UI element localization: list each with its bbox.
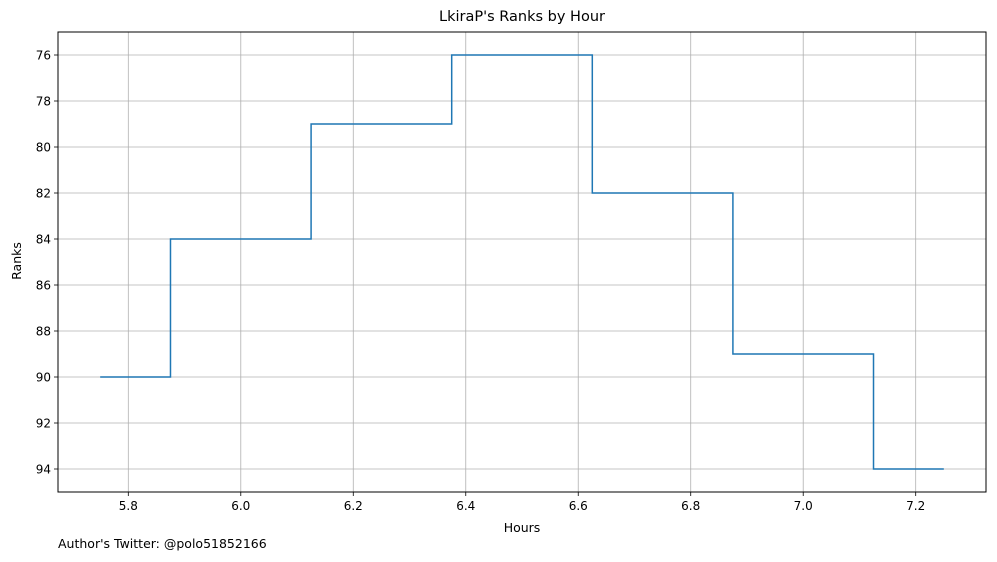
y-axis-ticks: 76 78 80 82 84 86 88 90 92 94 bbox=[36, 49, 58, 477]
y-tick-label: 92 bbox=[36, 417, 51, 431]
x-tick-label: 6.6 bbox=[569, 499, 588, 513]
x-axis-label: Hours bbox=[504, 520, 541, 535]
y-tick-label: 88 bbox=[36, 325, 51, 339]
x-tick-label: 6.0 bbox=[231, 499, 250, 513]
y-tick-label: 84 bbox=[36, 233, 51, 247]
plot-frame bbox=[57, 31, 987, 493]
x-axis-ticks: 5.8 6.0 6.2 6.4 6.6 6.8 7.0 7.2 bbox=[119, 492, 925, 513]
series-layer bbox=[100, 54, 944, 470]
x-tick-label: 5.8 bbox=[119, 499, 138, 513]
y-tick-label: 76 bbox=[36, 49, 51, 63]
x-tick-label: 6.2 bbox=[344, 499, 363, 513]
y-tick-label: 90 bbox=[36, 371, 51, 385]
y-tick-label: 82 bbox=[36, 187, 51, 201]
y-tick-label: 78 bbox=[36, 95, 51, 109]
y-tick-label: 94 bbox=[36, 463, 51, 477]
x-tick-label: 7.0 bbox=[794, 499, 813, 513]
x-tick-label: 6.4 bbox=[456, 499, 475, 513]
chart-title: LkiraP's Ranks by Hour bbox=[439, 9, 605, 25]
x-tick-label: 6.8 bbox=[681, 499, 700, 513]
author-footer: Author's Twitter: @polo51852166 bbox=[58, 536, 267, 551]
grid-lines bbox=[58, 32, 986, 492]
y-tick-label: 80 bbox=[36, 141, 51, 155]
y-axis-label: Ranks bbox=[9, 242, 24, 280]
x-tick-label: 7.2 bbox=[906, 499, 925, 513]
y-tick-label: 86 bbox=[36, 279, 51, 293]
rank-series-line bbox=[100, 54, 944, 470]
